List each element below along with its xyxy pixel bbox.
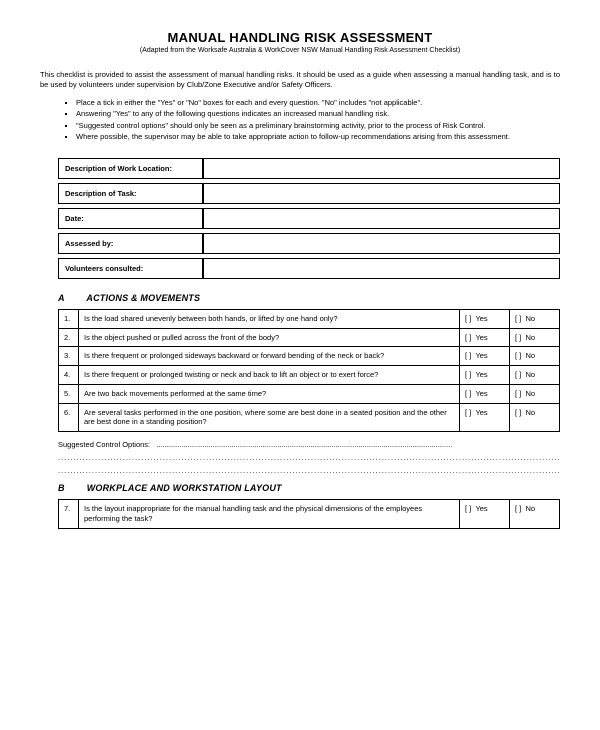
question-text: Is there frequent or prolonged twisting … <box>79 366 460 385</box>
yes-checkbox[interactable]: [ ] Yes <box>460 500 510 529</box>
question-number: 7. <box>59 500 79 529</box>
info-row: Volunteers consulted: <box>58 258 560 279</box>
section-letter: B <box>58 483 84 493</box>
question-row: 7. Is the layout inappropriate for the m… <box>59 500 560 529</box>
info-row: Description of Task: <box>58 183 560 204</box>
question-number: 1. <box>59 309 79 328</box>
yes-checkbox[interactable]: [ ] Yes <box>460 347 510 366</box>
no-checkbox[interactable]: [ ] No <box>510 500 560 529</box>
question-number: 6. <box>59 403 79 432</box>
info-label: Description of Task: <box>58 183 203 204</box>
bullet-item: Answering "Yes" to any of the following … <box>76 109 560 119</box>
info-label: Volunteers consulted: <box>58 258 203 279</box>
section-letter: A <box>58 293 84 303</box>
bullet-item: Where possible, the supervisor may be ab… <box>76 132 560 142</box>
question-row: 3. Is there frequent or prolonged sidewa… <box>59 347 560 366</box>
question-number: 2. <box>59 328 79 347</box>
info-value[interactable] <box>203 233 560 254</box>
instruction-bullets: Place a tick in either the "Yes" or "No"… <box>76 98 560 142</box>
no-checkbox[interactable]: [ ] No <box>510 328 560 347</box>
section-b-heading: B WORKPLACE AND WORKSTATION LAYOUT <box>58 483 560 493</box>
question-row: 1. Is the load shared unevenly between b… <box>59 309 560 328</box>
no-checkbox[interactable]: [ ] No <box>510 403 560 432</box>
suggested-control-options: Suggested Control Options: .............… <box>58 440 560 449</box>
question-text: Are several tasks performed in the one p… <box>79 403 460 432</box>
question-text: Are two back movements performed at the … <box>79 384 460 403</box>
info-value[interactable] <box>203 258 560 279</box>
bullet-item: "Suggested control options" should only … <box>76 121 560 131</box>
question-row: 5. Are two back movements performed at t… <box>59 384 560 403</box>
info-value[interactable] <box>203 208 560 229</box>
question-text: Is the load shared unevenly between both… <box>79 309 460 328</box>
questions-table-b: 7. Is the layout inappropriate for the m… <box>58 499 560 529</box>
info-row: Date: <box>58 208 560 229</box>
info-label: Description of Work Location: <box>58 158 203 179</box>
no-checkbox[interactable]: [ ] No <box>510 366 560 385</box>
yes-checkbox[interactable]: [ ] Yes <box>460 403 510 432</box>
page-subtitle: (Adapted from the Worksafe Australia & W… <box>40 47 560 54</box>
info-table: Description of Work Location: Descriptio… <box>58 154 560 283</box>
question-row: 4. Is there frequent or prolonged twisti… <box>59 366 560 385</box>
question-text: Is the layout inappropriate for the manu… <box>79 500 460 529</box>
question-row: 2. Is the object pushed or pulled across… <box>59 328 560 347</box>
bullet-item: Place a tick in either the "Yes" or "No"… <box>76 98 560 108</box>
info-row: Assessed by: <box>58 233 560 254</box>
question-number: 3. <box>59 347 79 366</box>
no-checkbox[interactable]: [ ] No <box>510 347 560 366</box>
question-number: 4. <box>59 366 79 385</box>
question-row: 6. Are several tasks performed in the on… <box>59 403 560 432</box>
yes-checkbox[interactable]: [ ] Yes <box>460 366 510 385</box>
section-a-heading: A ACTIONS & MOVEMENTS <box>58 293 560 303</box>
section-title: WORKPLACE AND WORKSTATION LAYOUT <box>87 483 282 493</box>
dotted-line: ........................................… <box>58 466 560 475</box>
page-title: MANUAL HANDLING RISK ASSESSMENT <box>40 30 560 45</box>
question-text: Is there frequent or prolonged sideways … <box>79 347 460 366</box>
yes-checkbox[interactable]: [ ] Yes <box>460 328 510 347</box>
info-label: Assessed by: <box>58 233 203 254</box>
info-row: Description of Work Location: <box>58 158 560 179</box>
info-value[interactable] <box>203 183 560 204</box>
section-title: ACTIONS & MOVEMENTS <box>86 293 200 303</box>
yes-checkbox[interactable]: [ ] Yes <box>460 384 510 403</box>
question-text: Is the object pushed or pulled across th… <box>79 328 460 347</box>
question-number: 5. <box>59 384 79 403</box>
yes-checkbox[interactable]: [ ] Yes <box>460 309 510 328</box>
questions-table-a: 1. Is the load shared unevenly between b… <box>58 309 560 432</box>
info-label: Date: <box>58 208 203 229</box>
no-checkbox[interactable]: [ ] No <box>510 384 560 403</box>
info-value[interactable] <box>203 158 560 179</box>
no-checkbox[interactable]: [ ] No <box>510 309 560 328</box>
intro-paragraph: This checklist is provided to assist the… <box>40 70 560 90</box>
dotted-line: ........................................… <box>58 453 560 462</box>
